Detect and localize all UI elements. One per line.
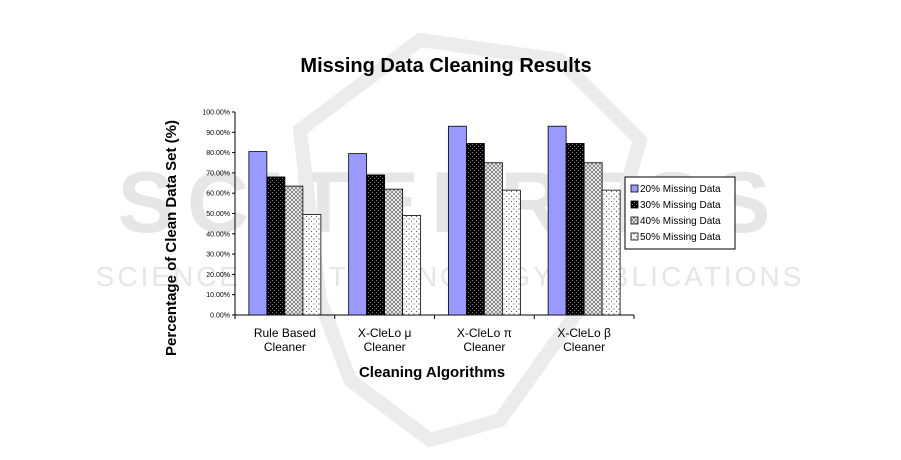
bar (483, 162, 503, 316)
y-tick-label: 80.00% (206, 150, 230, 157)
bar (302, 214, 322, 316)
legend: 20% Missing Data 30% Missing Data 40% Miss… (624, 176, 736, 250)
y-tick-label: 100.00% (202, 110, 230, 117)
y-tick-label: 0.00% (210, 313, 230, 320)
legend-label: 20% Missing Data (640, 184, 721, 195)
category-label: Rule Based (254, 326, 316, 340)
category-label: Cleaner (563, 340, 605, 354)
legend-label: 30% Missing Data (640, 200, 721, 211)
bar (601, 189, 621, 316)
bar (248, 151, 268, 316)
category-label: X-CleLo π (457, 326, 512, 340)
bar (402, 215, 422, 316)
bar (565, 143, 585, 316)
y-tick-label: 40.00% (206, 231, 230, 238)
plot-area: 0.00% 10.00% 20.00% 30.00% 40.00% 50.00% 60.00… (202, 110, 635, 354)
y-tick-label: 90.00% (206, 130, 230, 137)
y-tick-label: 30.00% (206, 252, 230, 259)
bar (547, 125, 567, 316)
category-label: Cleaner (264, 340, 306, 354)
bar (465, 143, 485, 316)
bar (447, 125, 467, 316)
category-label: Cleaner (463, 340, 505, 354)
category-label: X-CleLo μ (358, 326, 412, 340)
legend-swatch (630, 232, 639, 241)
legend-swatch (630, 200, 639, 209)
legend-swatch (630, 184, 639, 193)
y-tick-label: 20.00% (206, 272, 230, 279)
y-tick-label: 60.00% (206, 191, 230, 198)
category-label: Cleaner (364, 340, 406, 354)
legend-box (624, 176, 736, 250)
y-tick-label: 70.00% (206, 170, 230, 177)
y-axis-label: Percentage of Clean Data Set (%) (163, 120, 180, 356)
category-label: X-CleLo β (557, 326, 611, 340)
bar (583, 162, 603, 316)
legend-label: 40% Missing Data (640, 216, 721, 227)
legend-label: 50% Missing Data (640, 232, 721, 243)
y-tick-label: 10.00% (206, 292, 230, 299)
legend-swatch (630, 216, 639, 225)
bar (366, 174, 386, 316)
y-tick-label: 50.00% (206, 211, 230, 218)
bar (284, 185, 304, 316)
bar (266, 176, 286, 316)
x-axis-label: Cleaning Algorithms (359, 364, 505, 381)
bar (348, 153, 368, 316)
bar (384, 188, 404, 316)
bar (501, 189, 521, 316)
chart-title: Missing Data Cleaning Results (300, 55, 591, 77)
